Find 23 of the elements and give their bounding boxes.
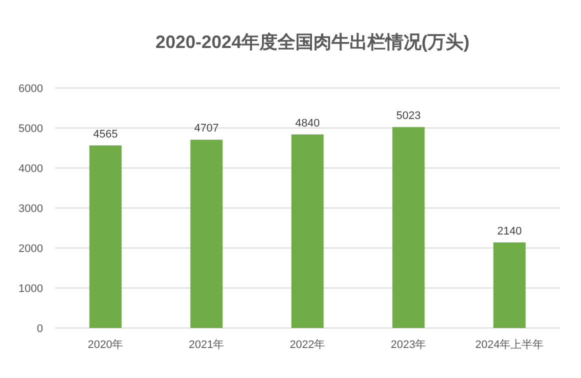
data-label: 4840 [295,117,320,130]
bar [89,145,122,328]
y-tick-label: 2000 [18,243,43,255]
y-tick-label: 0 [36,323,43,335]
x-tick-label: 2020年 [88,339,124,351]
bar [190,140,223,328]
bar [493,242,526,328]
y-tick-label: 4000 [18,163,43,175]
x-tick-label: 2023年 [390,339,426,351]
data-label: 4565 [93,128,118,140]
x-tick-label: 2022年 [290,339,326,351]
x-tick-label: 2021年 [188,339,224,351]
bar [291,134,324,328]
x-tick-label: 2024年上半年 [475,338,544,351]
bar [392,127,425,328]
chart-title: 2020-2024年度全国肉牛出栏情况(万头) [155,32,470,52]
y-tick-label: 1000 [18,283,43,295]
y-tick-label: 6000 [18,83,43,95]
y-tick-label: 5000 [18,123,43,135]
y-tick-label: 3000 [18,203,43,215]
data-label: 5023 [396,110,421,122]
data-label: 2140 [497,225,522,238]
data-label: 4707 [194,122,219,135]
